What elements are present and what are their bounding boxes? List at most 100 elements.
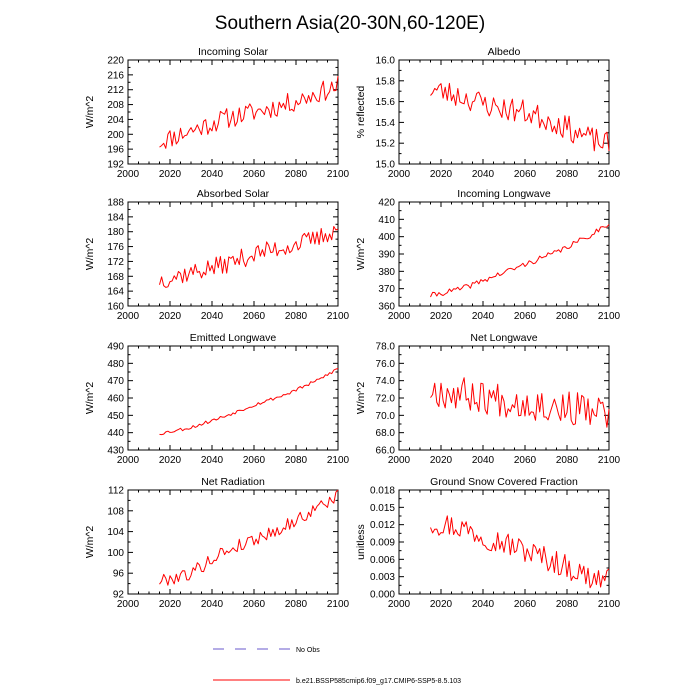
x-tick-label: 2000 [117,455,140,466]
panel-title: Net Radiation [201,476,265,488]
x-tick-label: 2060 [243,599,266,610]
y-axis-label: W/m^2 [84,238,96,271]
y-tick-label: 78.0 [376,342,396,353]
y-tick-label: 370 [378,284,395,295]
x-tick-label: 2080 [285,169,308,180]
x-tick-label: 2080 [285,599,308,610]
x-tick-label: 2020 [159,599,182,610]
x-tick-label: 2040 [472,599,495,610]
x-tick-label: 2000 [388,455,411,466]
y-tick-label: 360 [378,302,395,313]
x-tick-label: 2100 [327,455,350,466]
y-axis-label: W/m^2 [355,238,367,271]
panel-absorbed-solar: Absorbed Solar 2000 2020 2040 2060 2080 2100 16… [84,188,350,322]
series-line [430,82,610,152]
x-tick-label: 2020 [430,169,453,180]
y-tick-label: 164 [107,287,124,298]
series-line [159,76,339,149]
panel-title: Absorbed Solar [197,188,270,200]
y-tick-label: 160 [107,302,124,313]
y-tick-label: 180 [107,227,124,238]
x-tick-label: 2080 [556,599,579,610]
series-line [159,489,339,586]
x-tick-label: 2000 [117,311,140,322]
y-tick-label: 200 [107,130,124,141]
y-axis-label: W/m^2 [355,382,367,415]
y-tick-label: 490 [107,342,124,353]
x-tick-label: 2000 [388,169,411,180]
x-tick-label: 2080 [556,455,579,466]
series-line [430,515,610,589]
x-tick-label: 2020 [159,169,182,180]
y-tick-label: 15.0 [376,160,396,171]
y-tick-label: 188 [107,198,124,209]
x-tick-label: 2040 [201,169,224,180]
y-tick-label: 168 [107,272,124,283]
x-tick-label: 2000 [388,311,411,322]
x-tick-label: 2060 [514,599,537,610]
x-tick-label: 2040 [472,169,495,180]
x-tick-label: 2040 [472,455,495,466]
y-tick-label: 470 [107,376,124,387]
x-tick-label: 2000 [117,599,140,610]
x-tick-label: 2100 [598,455,621,466]
y-tick-label: 72.0 [376,394,396,405]
y-tick-label: 0.006 [370,555,395,566]
y-axis-label: unitless [355,524,367,560]
y-tick-label: 212 [107,85,124,96]
panel-emitted-longwave: Emitted Longwave 2000 2020 2040 2060 2080 2100… [84,332,350,466]
y-tick-label: 74.0 [376,376,396,387]
y-axis-label: W/m^2 [84,96,96,129]
y-tick-label: 480 [107,359,124,370]
y-tick-label: 15.8 [376,76,396,87]
x-tick-label: 2020 [430,311,453,322]
y-tick-label: 104 [107,527,124,538]
legend-model-label: b.e21.BSSP585cmip6.f09_g17.CMIP6-SSP5-8.… [296,678,461,685]
panel-net-longwave: Net Longwave 2000 2020 2040 2060 2080 2100 66.0… [355,332,621,466]
y-tick-label: 460 [107,394,124,405]
x-tick-label: 2060 [243,311,266,322]
y-tick-label: 16.0 [376,56,396,67]
x-tick-label: 2060 [514,455,537,466]
x-tick-label: 2060 [514,169,537,180]
y-tick-label: 0.018 [370,486,395,497]
y-tick-label: 220 [107,56,124,67]
plot-frame [398,59,610,165]
x-tick-label: 2060 [243,455,266,466]
y-tick-label: 192 [107,160,124,171]
x-tick-label: 2020 [430,455,453,466]
y-axis-label: W/m^2 [84,382,96,415]
panel-title: Incoming Longwave [457,188,551,200]
x-tick-label: 2080 [285,455,308,466]
y-tick-label: 15.4 [376,118,396,129]
x-tick-label: 2080 [285,311,308,322]
y-tick-label: 184 [107,212,124,223]
series-line [159,226,339,288]
panel-ground-snow-covered-fraction: Ground Snow Covered Fraction 2000 2020 2040… [355,476,621,610]
y-tick-label: 410 [378,215,395,226]
x-tick-label: 2080 [556,169,579,180]
plot-frame [398,201,610,307]
panel-title: Albedo [488,46,521,58]
y-tick-label: 96 [113,569,125,580]
series-line [430,224,610,298]
y-tick-label: 204 [107,115,124,126]
panel-incoming-solar: Incoming Solar 2000 2020 2040 2060 2080 2100 19… [84,46,350,180]
x-tick-label: 2060 [514,311,537,322]
x-tick-label: 2000 [117,169,140,180]
y-tick-label: 400 [378,232,395,243]
y-tick-label: 15.6 [376,97,396,108]
x-tick-label: 2020 [159,455,182,466]
x-tick-label: 2020 [430,599,453,610]
y-tick-label: 172 [107,257,124,268]
x-tick-label: 2060 [243,169,266,180]
y-tick-label: 0.003 [370,572,395,583]
y-tick-label: 216 [107,70,124,81]
y-tick-label: 0.009 [370,538,395,549]
plot-frame [127,489,339,595]
y-tick-label: 0.000 [370,590,395,601]
panel-title: Emitted Longwave [190,332,277,344]
y-tick-label: 390 [378,250,395,261]
panel-grid: Incoming Solar 2000 2020 2040 2060 2080 2100 19… [84,46,621,610]
